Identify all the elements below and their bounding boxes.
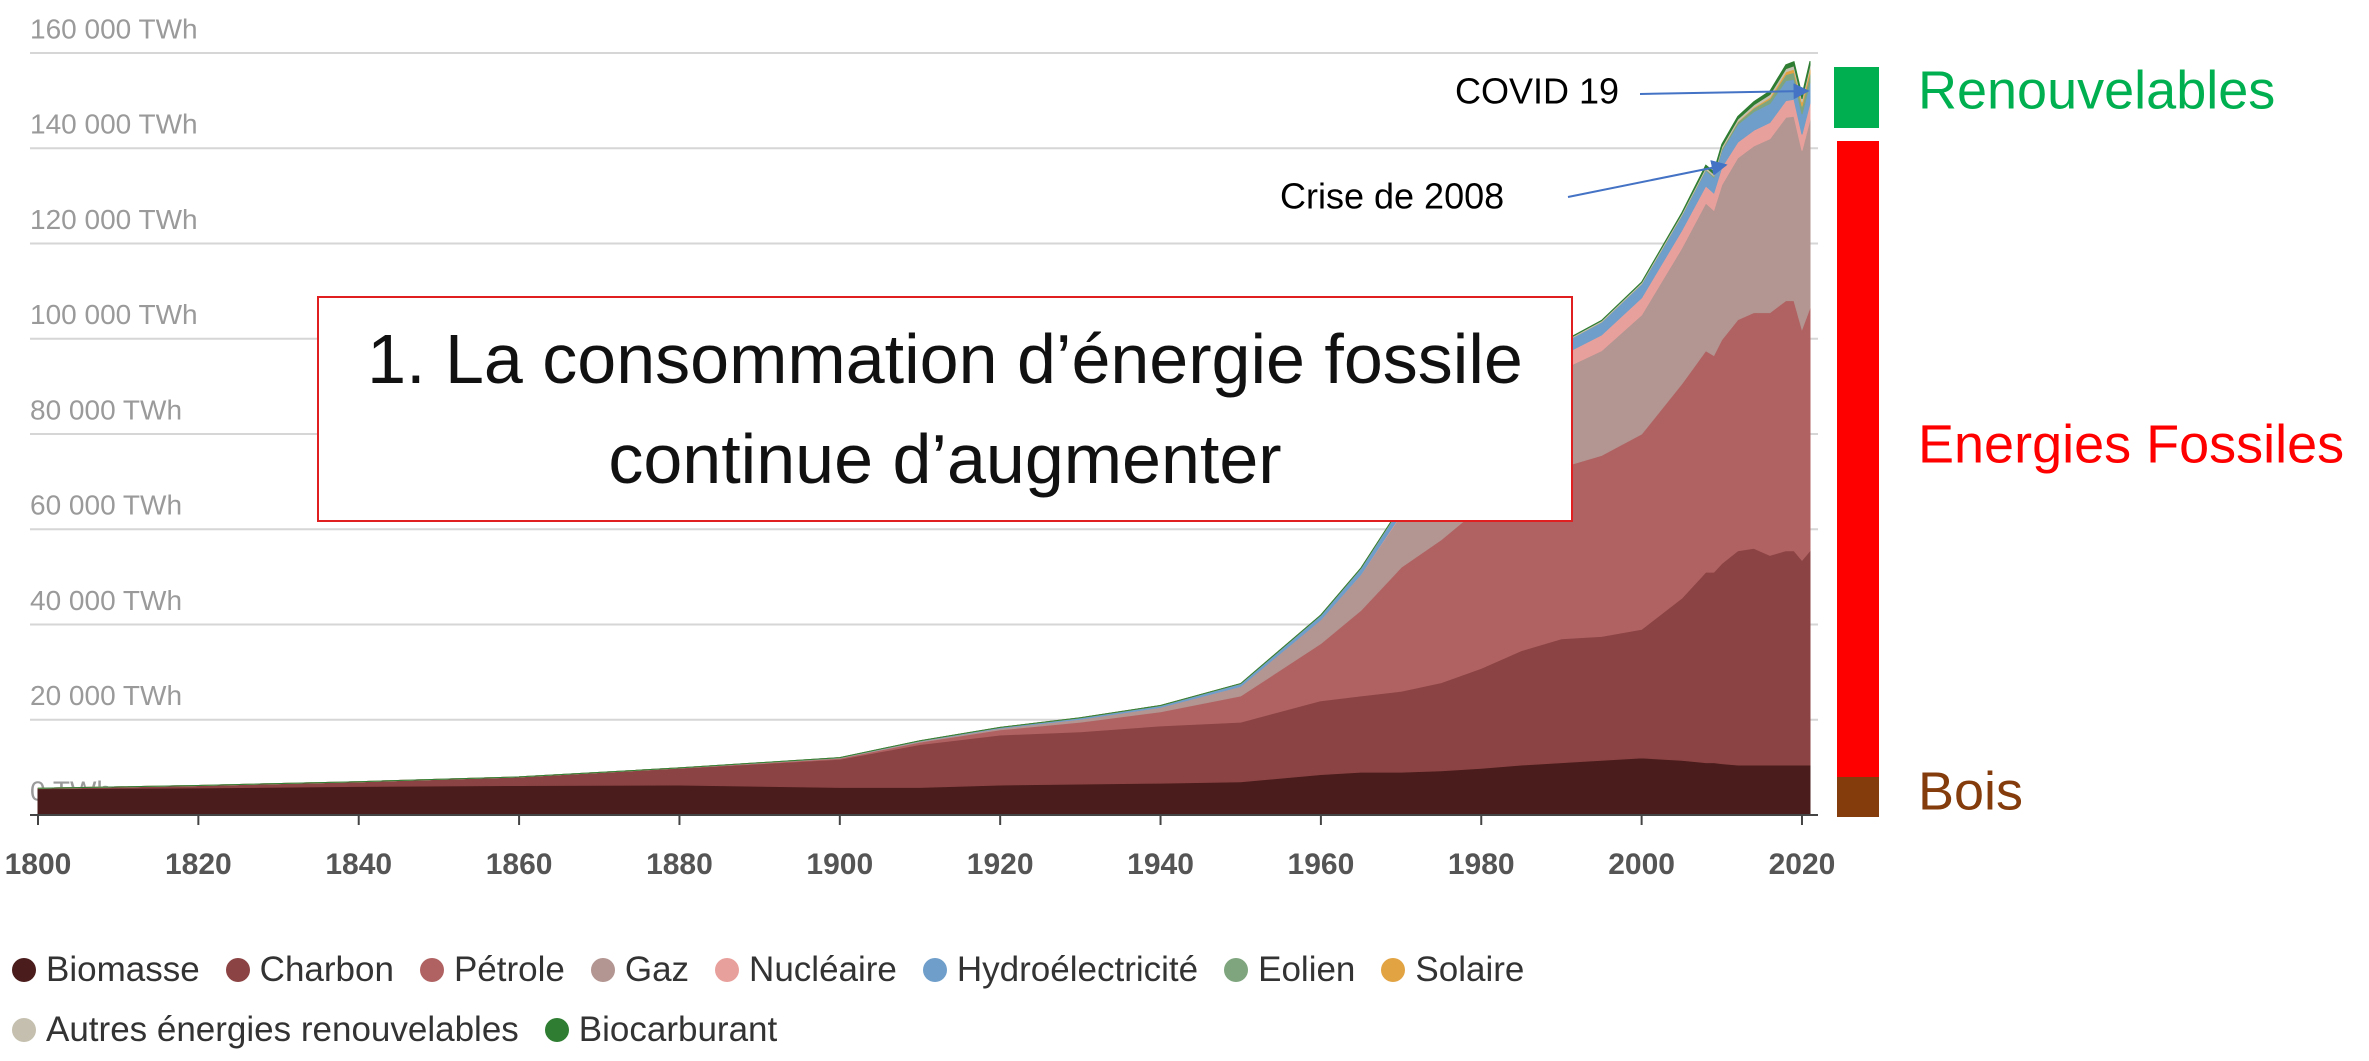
legend-swatch <box>12 1018 36 1042</box>
y-tick-label: 20 000 TWh <box>30 680 182 711</box>
legend-item: Solaire <box>1381 950 1524 990</box>
legend-swatch <box>419 958 444 982</box>
legend-label: Gaz <box>624 950 690 989</box>
legend-swatch <box>715 958 740 982</box>
area <box>37 60 1811 789</box>
legend-item: Pétrole <box>419 950 565 990</box>
x-tick-label: 1800 <box>5 848 72 881</box>
legend-item: Nucléaire <box>715 950 897 990</box>
legend-item: Eolien <box>1224 950 1355 990</box>
y-tick-label: 140 000 TWh <box>30 109 198 140</box>
legend-item: Hydroélectricité <box>922 950 1199 990</box>
legend-swatch <box>544 1018 569 1042</box>
legend-label: Autres énergies renouvelables <box>46 1010 519 1049</box>
legend-swatch <box>225 958 250 982</box>
legend-swatch <box>1381 958 1406 982</box>
x-tick-label: 1920 <box>967 848 1034 881</box>
x-tick-label: 2000 <box>1608 848 1675 881</box>
legend-label: Pétrole <box>453 950 565 989</box>
legend-label: Biomasse <box>46 950 200 989</box>
group-label: Energies Fossiles <box>1918 414 2344 474</box>
y-tick-label: 80 000 TWh <box>30 394 182 425</box>
headline-box: 1. La consommation d’énergie fossile con… <box>317 296 1573 522</box>
y-tick-label: 120 000 TWh <box>30 204 198 235</box>
y-tick-label: 100 000 TWh <box>30 299 198 330</box>
legend: Biomasse Charbon Pétrole Gaz Nucléaire Hydroé… <box>12 950 1772 1050</box>
x-tick-label: 1840 <box>325 848 392 881</box>
x-tick-label: 1940 <box>1127 848 1194 881</box>
y-tick-label: 160 000 TWh <box>30 13 198 44</box>
x-tick-label: 1900 <box>806 848 873 881</box>
x-tick-label: 1880 <box>646 848 713 881</box>
legend-swatch <box>12 958 36 982</box>
headline: 1. La consommation d’énergie fossile con… <box>367 320 1523 498</box>
x-tick-label: 2020 <box>1769 848 1836 881</box>
y-tick-label: 60 000 TWh <box>30 490 182 521</box>
legend-item: Biomasse <box>12 950 200 990</box>
legend-item: Biocarburant <box>544 1010 778 1050</box>
group-bar <box>1834 67 1879 128</box>
legend-label: Biocarburant <box>578 1010 778 1049</box>
group-label: Bois <box>1918 761 2023 821</box>
legend-label: Eolien <box>1258 950 1356 989</box>
legend-item: Gaz <box>590 950 690 990</box>
y-tick-label: 40 000 TWh <box>30 585 182 616</box>
x-tick-label: 1980 <box>1448 848 1515 881</box>
x-tick-label: 1860 <box>486 848 553 881</box>
x-tick-label: 1820 <box>165 848 232 881</box>
group-bar <box>1837 777 1879 817</box>
annotation-arrow <box>1639 83 1810 100</box>
legend-swatch <box>590 958 615 982</box>
annotation-arrow <box>1567 160 1728 198</box>
legend-item: Charbon <box>225 950 394 990</box>
legend-label: Solaire <box>1415 950 1525 989</box>
group-bar <box>1837 141 1879 777</box>
legend-item: Autres énergies renouvelables <box>12 1010 519 1050</box>
legend-swatch <box>922 958 947 982</box>
legend-label: Hydroélectricité <box>956 950 1199 989</box>
annotation: Crise de 2008 <box>1280 176 1504 217</box>
legend-label: Nucléaire <box>749 950 897 989</box>
legend-label: Charbon <box>259 950 394 989</box>
x-tick-label: 1960 <box>1288 848 1355 881</box>
legend-swatch <box>1224 958 1249 982</box>
group-label: Renouvelables <box>1918 60 2275 120</box>
annotation: COVID 19 <box>1455 71 1619 112</box>
